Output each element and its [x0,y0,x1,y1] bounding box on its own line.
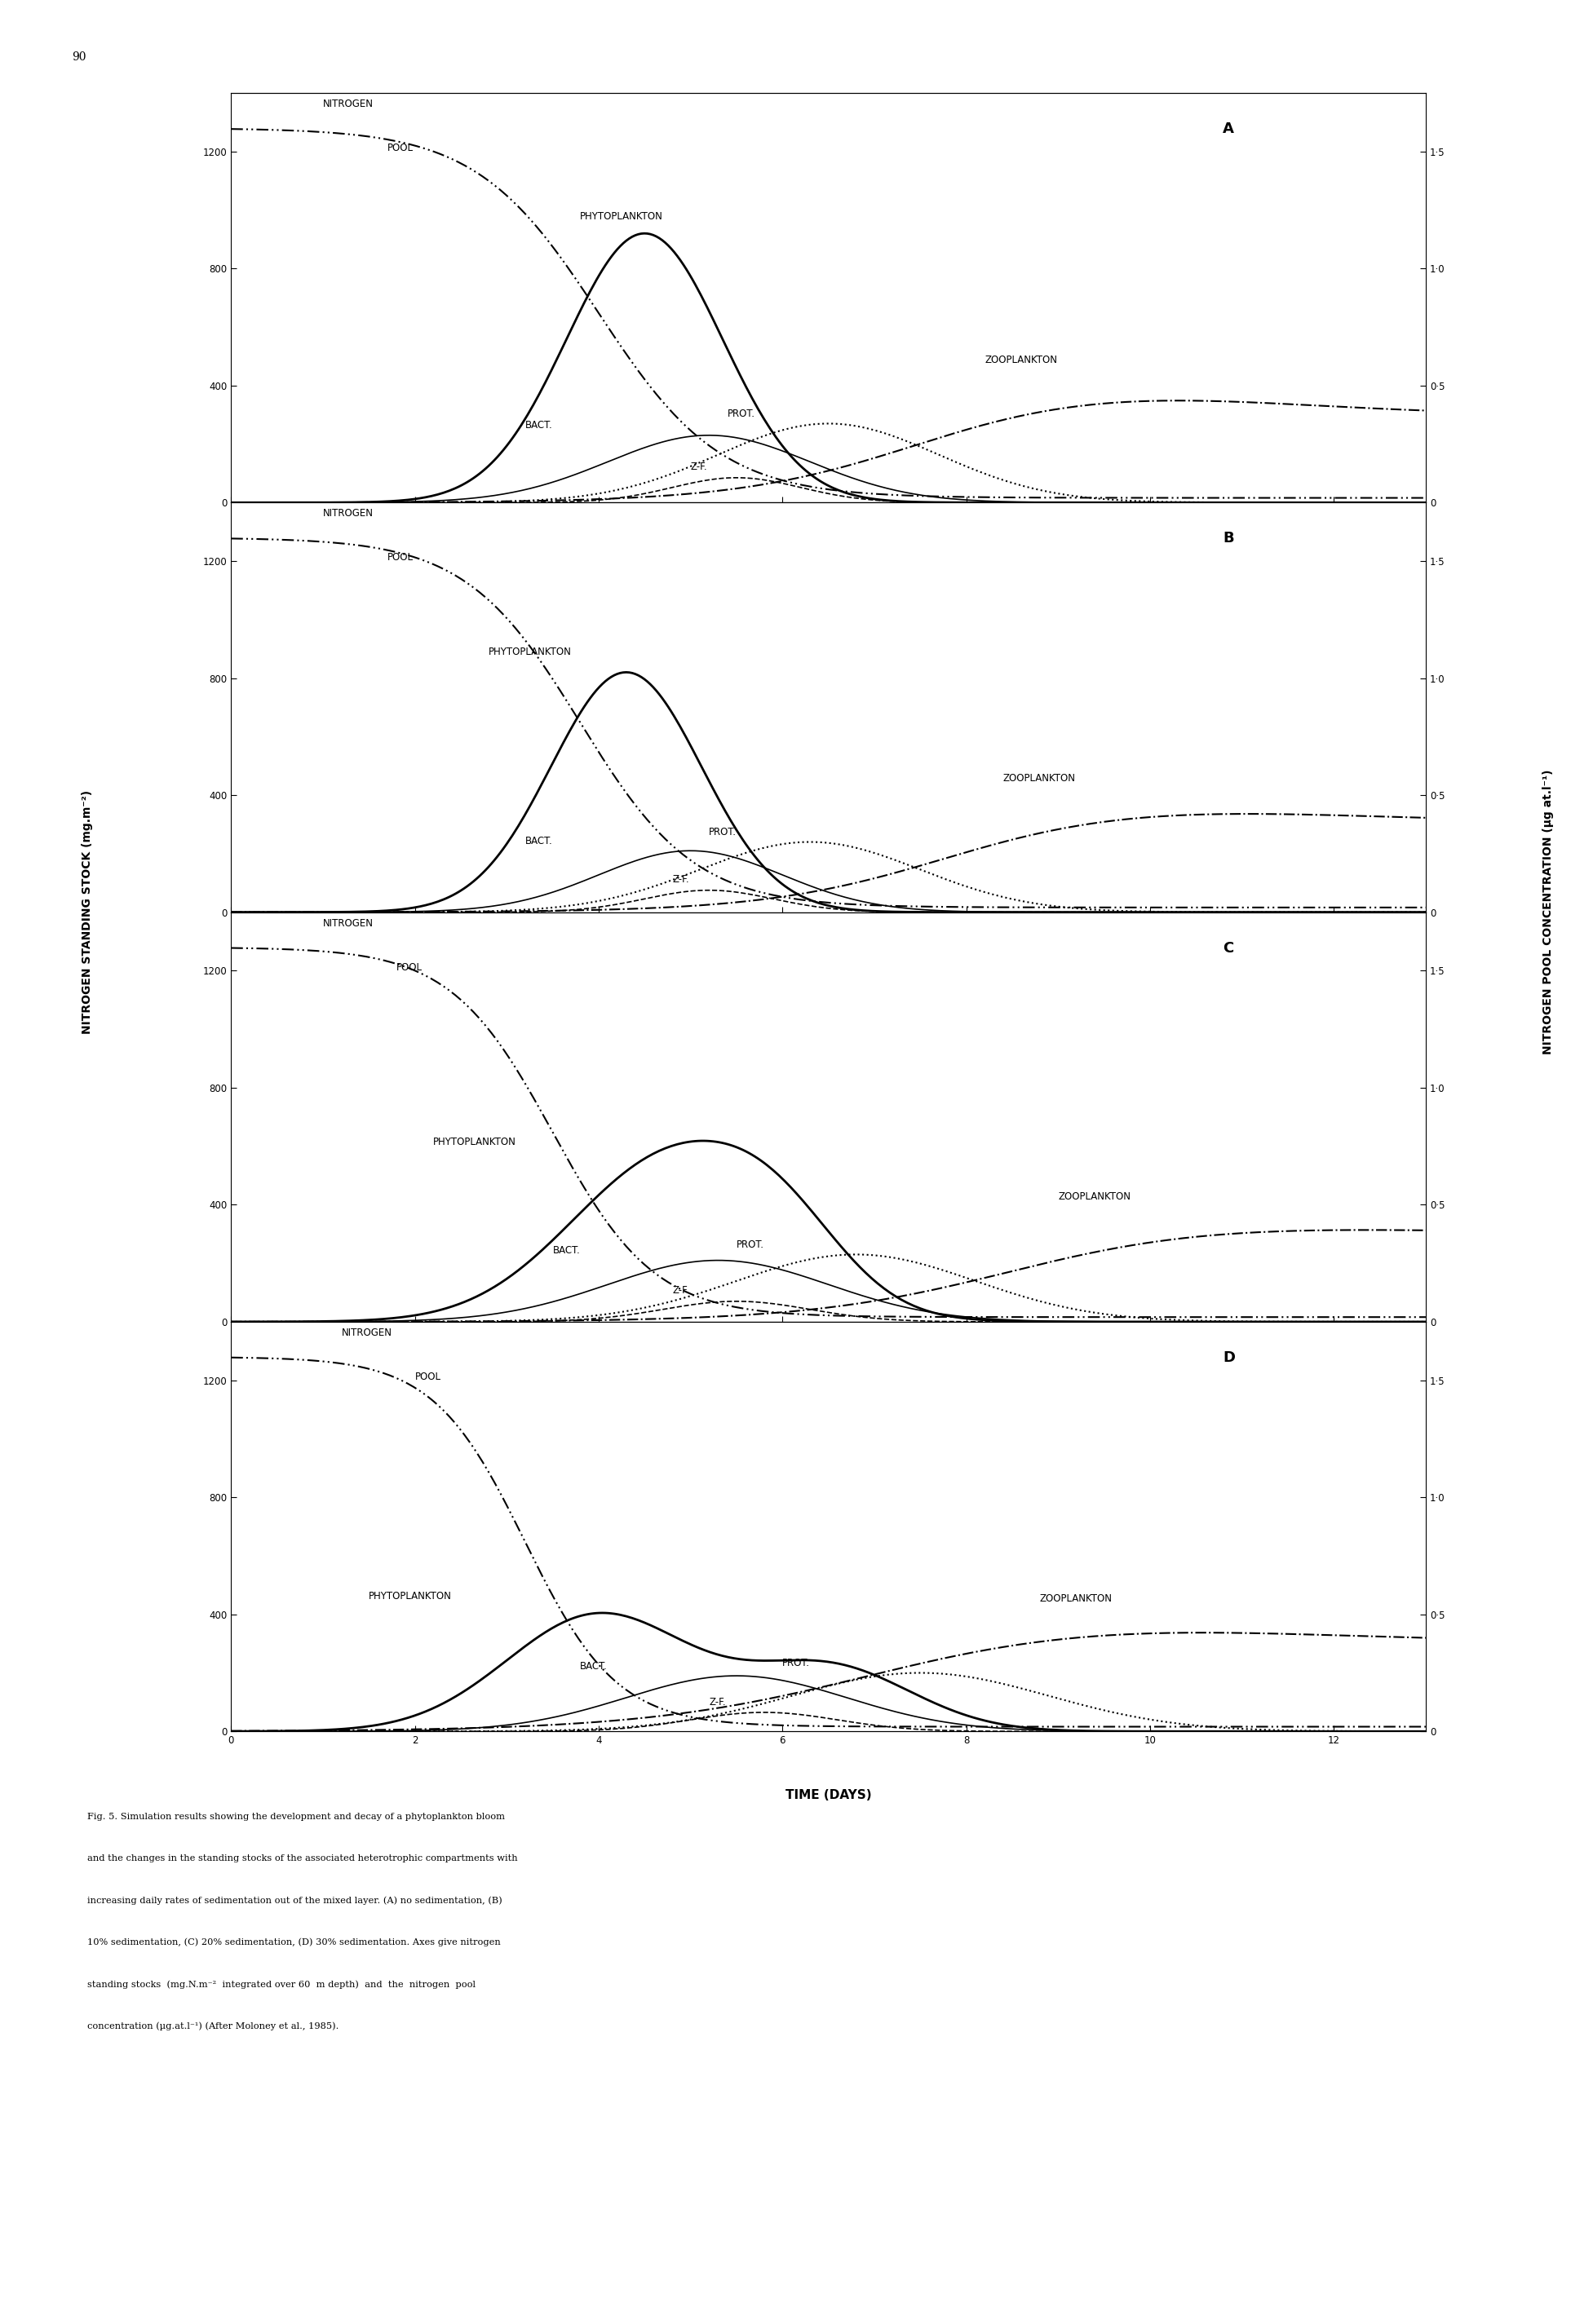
Text: Fig. 5. Simulation results showing the development and decay of a phytoplankton : Fig. 5. Simulation results showing the d… [88,1813,505,1822]
Text: POOL: POOL [414,1371,441,1383]
Text: NITROGEN: NITROGEN [323,918,373,930]
Text: 90: 90 [72,51,86,63]
Text: BACT.: BACT. [553,1246,580,1255]
Text: NITROGEN: NITROGEN [323,509,373,518]
Text: NITROGEN: NITROGEN [323,100,373,109]
Text: PROT.: PROT. [782,1657,811,1669]
Text: POOL: POOL [397,962,422,971]
Text: NITROGEN: NITROGEN [341,1327,392,1339]
Text: PROT.: PROT. [709,827,736,837]
Text: PHYTOPLANKTON: PHYTOPLANKTON [489,646,572,658]
Text: concentration (µg.at.l⁻¹) (After Moloney et al., 1985).: concentration (µg.at.l⁻¹) (After Moloney… [88,2022,339,2031]
Text: ZOOPLANKTON: ZOOPLANKTON [984,356,1058,365]
Text: increasing daily rates of sedimentation out of the mixed layer. (A) no sedimenta: increasing daily rates of sedimentation … [88,1896,502,1906]
Text: Z-F.: Z-F. [672,874,688,885]
Text: PHYTOPLANKTON: PHYTOPLANKTON [433,1136,516,1148]
Text: standing stocks  (mg.N.m⁻²  integrated over 60  m depth)  and  the  nitrogen  po: standing stocks (mg.N.m⁻² integrated ove… [88,1980,476,1989]
Text: PROT.: PROT. [736,1239,765,1250]
Text: Z-F.: Z-F. [690,460,707,472]
Text: NITROGEN POOL CONCENTRATION (µg at.l⁻¹): NITROGEN POOL CONCENTRATION (µg at.l⁻¹) [1542,769,1555,1055]
Text: B: B [1222,532,1233,546]
Text: 10% sedimentation, (C) 20% sedimentation, (D) 30% sedimentation. Axes give nitro: 10% sedimentation, (C) 20% sedimentation… [88,1938,500,1948]
Text: PHYTOPLANKTON: PHYTOPLANKTON [370,1590,452,1601]
Text: TIME (DAYS): TIME (DAYS) [785,1789,871,1801]
Text: BACT.: BACT. [526,837,553,846]
Text: NITROGEN STANDING STOCK (mg.m⁻²): NITROGEN STANDING STOCK (mg.m⁻²) [81,790,94,1034]
Text: C: C [1222,941,1233,955]
Text: POOL: POOL [387,553,413,562]
Text: BACT.: BACT. [580,1662,609,1671]
Text: Z-F.: Z-F. [672,1285,688,1297]
Text: D: D [1222,1350,1235,1364]
Text: A: A [1222,121,1235,137]
Text: ZOOPLANKTON: ZOOPLANKTON [1040,1594,1112,1604]
Text: BACT.: BACT. [526,421,553,430]
Text: POOL: POOL [387,142,413,153]
Text: PHYTOPLANKTON: PHYTOPLANKTON [580,211,663,221]
Text: and the changes in the standing stocks of the associated heterotrophic compartme: and the changes in the standing stocks o… [88,1855,518,1864]
Text: PROT.: PROT. [728,409,755,418]
Text: Z-F.: Z-F. [709,1697,726,1708]
Text: ZOOPLANKTON: ZOOPLANKTON [1058,1192,1131,1202]
Text: ZOOPLANKTON: ZOOPLANKTON [1004,774,1075,783]
